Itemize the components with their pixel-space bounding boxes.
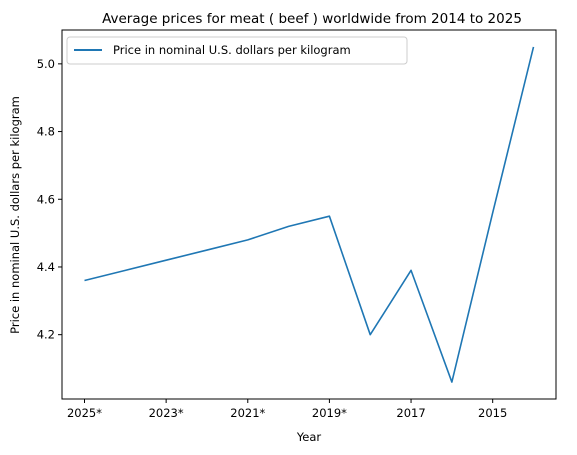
- x-axis: 2025* 2023* 2021* 2019* 2017 2015: [67, 399, 507, 420]
- legend-label: Price in nominal U.S. dollars per kilogr…: [113, 43, 351, 57]
- x-axis-label: Year: [296, 430, 322, 444]
- plot-area: 4.2 4.4 4.6 4.8 5.0 2025* 2023* 2021* 2019* 2017…: [37, 29, 557, 420]
- y-tick-label: 4.6: [37, 192, 55, 206]
- x-tick-label: 2017: [396, 406, 425, 420]
- legend-frame: [66, 36, 408, 65]
- chart-title: Average prices for meat ( beef ) worldwi…: [102, 11, 522, 27]
- y-tick-label: 5.0: [37, 57, 55, 71]
- series-line: [84, 46, 535, 383]
- x-tick-label: 2015: [478, 406, 507, 420]
- y-axis: 4.2 4.4 4.6 4.8 5.0: [37, 57, 62, 342]
- series-layer: [84, 46, 535, 383]
- y-tick-label: 4.4: [37, 260, 55, 274]
- x-tick-label: 2023*: [149, 406, 184, 420]
- x-tick-label: 2019*: [312, 406, 347, 420]
- x-tick-label: 2025*: [67, 406, 102, 420]
- legend: Price in nominal U.S. dollars per kilogr…: [66, 36, 408, 65]
- y-tick-label: 4.8: [37, 125, 55, 139]
- y-axis-label: Price in nominal U.S. dollars per kilogr…: [8, 96, 22, 334]
- y-tick-label: 4.2: [37, 328, 55, 342]
- plot-frame: [61, 29, 557, 400]
- x-tick-label: 2021*: [230, 406, 265, 420]
